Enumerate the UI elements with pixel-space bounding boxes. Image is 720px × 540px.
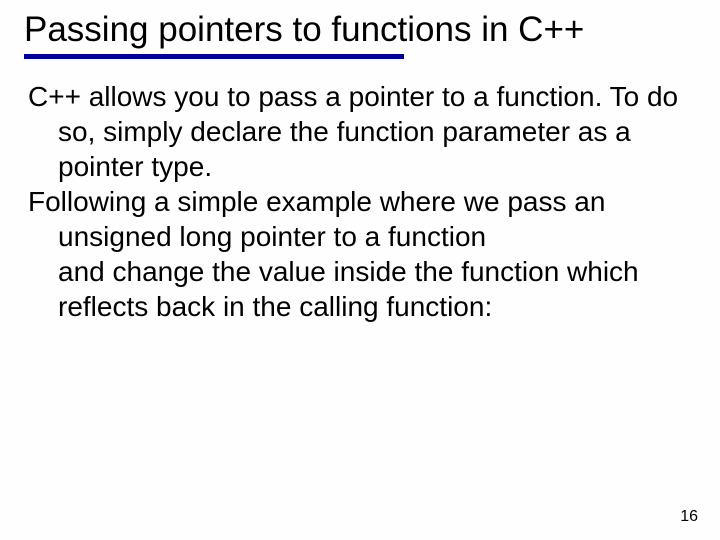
slide-body: C++ allows you to pass a pointer to a fu… [24,79,696,324]
paragraph-2: Following a simple example where we pass… [28,184,696,254]
title-underline [24,54,404,59]
paragraph-1: C++ allows you to pass a pointer to a fu… [28,79,696,184]
page-number: 16 [680,508,698,526]
slide-title: Passing pointers to functions in C++ [24,10,696,50]
paragraph-3: and change the value inside the function… [28,254,696,324]
